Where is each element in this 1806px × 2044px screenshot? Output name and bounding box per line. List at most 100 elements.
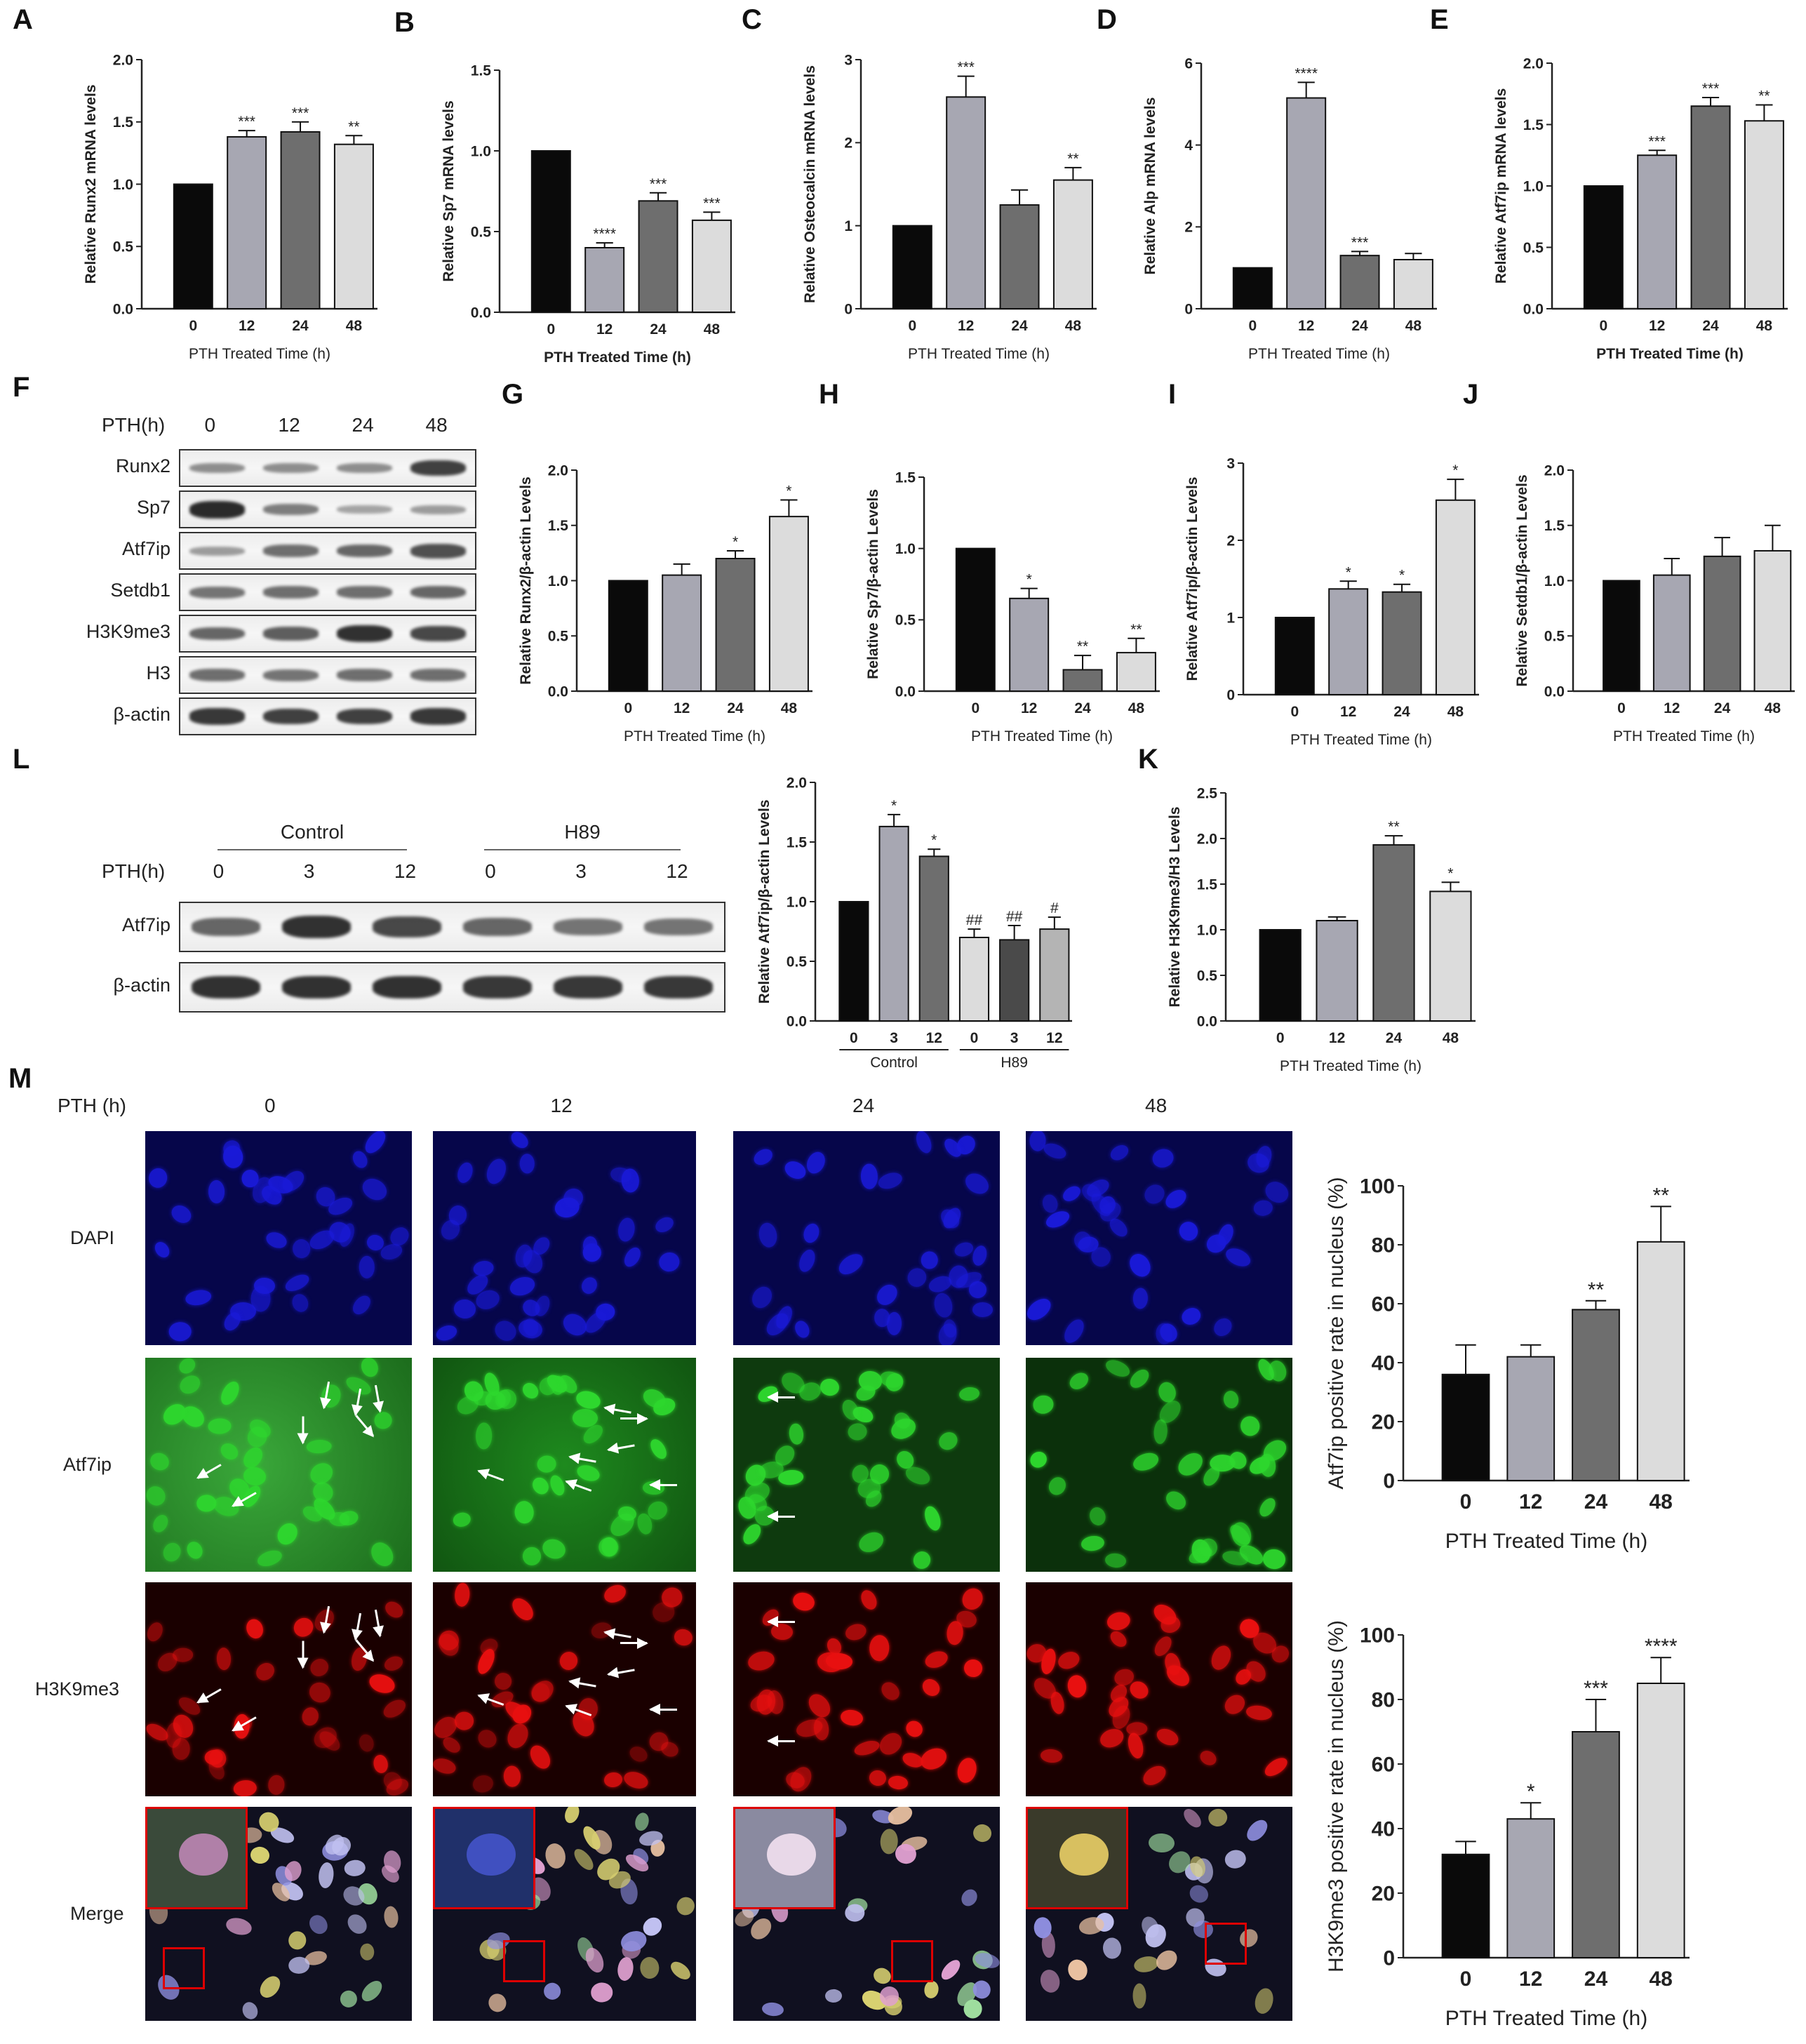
x-axis-label: PTH Treated Time (h) xyxy=(1596,346,1744,362)
x-tick-label: 12 xyxy=(1021,700,1037,716)
nucleus xyxy=(673,1894,696,1919)
y-tick-label: 1.0 xyxy=(1544,573,1565,589)
significance-marker: ## xyxy=(966,912,983,928)
arrow-indicator xyxy=(354,1612,362,1640)
blot-strip xyxy=(179,573,476,611)
y-tick-label: 2.0 xyxy=(1544,462,1565,479)
y-tick-label: 3 xyxy=(1226,455,1235,472)
nucleus xyxy=(812,1716,831,1742)
blot-row-label: Setdb1 xyxy=(110,580,170,601)
nucleus xyxy=(382,1598,406,1622)
western-blot-f: PTH(h) 0 12 24 48 Runx2 Sp7 Atf7ip Setdb1 H3K9me3… xyxy=(0,407,491,744)
blot-band xyxy=(410,669,467,681)
nucleus xyxy=(477,1636,501,1658)
bar-0 xyxy=(955,547,996,692)
significance-marker: ** xyxy=(1130,622,1142,638)
nucleus xyxy=(216,1647,232,1670)
significance-marker: * xyxy=(891,798,897,814)
y-tick-label: 0 xyxy=(844,301,852,317)
nucleus xyxy=(168,1321,192,1342)
blot-band xyxy=(191,975,260,999)
significance-marker: *** xyxy=(1584,1677,1608,1700)
y-tick-label: 2 xyxy=(1226,533,1235,549)
blot-band xyxy=(336,669,393,681)
blot-pth-header-label: PTH(h) xyxy=(102,860,166,882)
nucleus xyxy=(263,1229,289,1251)
y-tick-label: 60 xyxy=(1372,1754,1395,1777)
bar-24 xyxy=(280,131,321,309)
significance-marker: ** xyxy=(348,119,359,135)
x-tick-label: 24 xyxy=(1584,1968,1608,1991)
nucleus xyxy=(923,1648,950,1671)
nucleus xyxy=(1066,1674,1088,1699)
arrow-indicator xyxy=(767,1511,795,1522)
y-tick-label: 1.0 xyxy=(548,573,568,589)
y-tick-label: 0.5 xyxy=(471,224,492,240)
nucleus xyxy=(454,1582,471,1608)
nucleus xyxy=(919,1676,944,1700)
chart-b-sp7-mrna: 0.0 0.5 1.0 1.5 Relative Sp7 mRNA levels 0 ***… xyxy=(441,62,735,366)
arrow-indicator xyxy=(608,1444,635,1451)
x-tick-label: 24 xyxy=(1074,700,1091,716)
y-tick-label: 60 xyxy=(1372,1293,1395,1316)
x-tick-label: 48 xyxy=(1765,700,1781,716)
x-tick-label: 48 xyxy=(704,321,721,338)
bar-48 xyxy=(691,219,732,313)
nucleus xyxy=(508,1274,537,1298)
nucleus xyxy=(903,1718,927,1741)
zoom-inset xyxy=(433,1807,535,1909)
nucleus xyxy=(603,1771,624,1789)
inset-nucleus xyxy=(767,1833,816,1876)
nucleus xyxy=(791,1590,817,1614)
nucleus xyxy=(536,1454,558,1474)
x-tick-label: 12 xyxy=(926,1030,942,1046)
micrograph-h3k9me3-0 xyxy=(145,1582,412,1796)
x-tick-label: 0 xyxy=(1290,704,1299,720)
nucleus xyxy=(878,1678,904,1704)
nucleus xyxy=(160,1400,190,1429)
nucleus xyxy=(1066,1370,1092,1393)
nucleus xyxy=(307,1655,332,1680)
nucleus xyxy=(1252,1199,1274,1217)
nucleus xyxy=(579,1274,600,1297)
nucleus xyxy=(1208,1642,1235,1674)
x-tick-label: 0 xyxy=(1460,1490,1472,1514)
y-tick-label: 0.5 xyxy=(787,954,808,970)
roi-box xyxy=(163,1947,205,1989)
y-tick-label: 2 xyxy=(1184,220,1193,236)
significance-marker: ## xyxy=(1006,909,1023,925)
nucleus xyxy=(1245,1704,1273,1721)
nucleus xyxy=(843,1621,869,1643)
nucleus xyxy=(176,1372,203,1398)
significance-marker: *** xyxy=(292,105,309,121)
x-tick-label: 48 xyxy=(1065,318,1082,334)
nucleus xyxy=(508,1131,532,1151)
nucleus xyxy=(1105,1610,1132,1633)
y-axis-label: H3K9me3 positive rate in nucleus (%) xyxy=(1325,1620,1348,1972)
x-tick-label: 24 xyxy=(1714,700,1731,716)
bar-48 xyxy=(1636,1683,1685,1958)
nucleus xyxy=(306,1911,332,1938)
y-tick-label: 1.5 xyxy=(1197,876,1218,893)
nucleus xyxy=(253,1659,278,1684)
nucleus xyxy=(372,1754,389,1775)
blot-row-label: Sp7 xyxy=(136,497,170,518)
arrow-indicator xyxy=(620,1642,647,1644)
nucleus xyxy=(508,1594,537,1624)
nucleus xyxy=(1139,1762,1170,1789)
nucleus xyxy=(1060,1182,1083,1204)
bar-24 xyxy=(1062,669,1103,692)
nucleus xyxy=(1223,1245,1254,1271)
y-tick-label: 0.0 xyxy=(1544,683,1565,700)
x-axis-label: PTH Treated Time (h) xyxy=(971,728,1113,744)
micrograph-merge-24 xyxy=(733,1807,1000,2021)
micro-column-label: 0 xyxy=(265,1095,276,1116)
blot-band xyxy=(410,543,467,559)
nucleus xyxy=(1045,1474,1069,1498)
blot-strip xyxy=(179,697,476,735)
nucleus xyxy=(168,1202,195,1227)
arrow-indicator xyxy=(608,1669,635,1676)
bar-0 xyxy=(958,937,990,1022)
nucleus xyxy=(1102,1937,1123,1960)
nucleus xyxy=(503,1721,532,1752)
